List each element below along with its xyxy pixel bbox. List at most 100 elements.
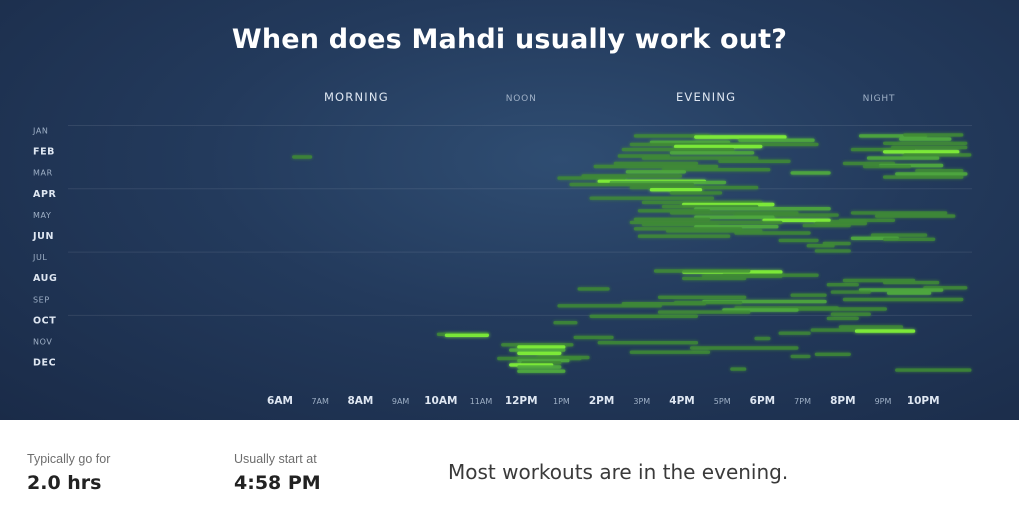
x-tick-label: 6AM bbox=[267, 395, 293, 407]
month-label: APR bbox=[33, 189, 57, 200]
summary-text: Most workouts are in the evening. bbox=[448, 460, 789, 484]
workout-bar bbox=[806, 244, 835, 248]
workout-bar bbox=[738, 138, 815, 142]
workout-bar bbox=[830, 290, 871, 294]
workout-bar bbox=[883, 141, 968, 145]
period-label: NIGHT bbox=[863, 94, 896, 104]
workout-bar bbox=[613, 161, 699, 166]
workout-bar bbox=[734, 231, 811, 235]
chart-panel: When does Mahdi usually work out? MORNIN… bbox=[0, 0, 1019, 420]
workout-bar bbox=[694, 215, 775, 219]
workout-bar bbox=[657, 295, 747, 299]
workout-bar bbox=[790, 293, 827, 297]
workout-bar bbox=[730, 367, 747, 371]
workout-bar bbox=[557, 176, 626, 180]
month-label: AUG bbox=[33, 273, 57, 284]
workout-bar bbox=[895, 368, 972, 372]
x-tick-label: 7PM bbox=[794, 397, 811, 406]
workout-bar bbox=[625, 170, 686, 174]
workout-bar bbox=[573, 335, 614, 340]
workout-bar bbox=[814, 249, 851, 253]
workout-bar bbox=[858, 288, 944, 292]
x-tick-label: 7AM bbox=[311, 397, 329, 406]
month-label: JUL bbox=[32, 253, 47, 262]
workout-bar bbox=[509, 348, 566, 352]
month-labels: JAN FEB MAR APR MAY JUN JUL AUG SEP OCT NOV DEC bbox=[32, 127, 57, 369]
x-tick-label: 1PM bbox=[553, 397, 570, 406]
x-tick-label: 5PM bbox=[714, 397, 731, 406]
workout-bar bbox=[589, 196, 715, 200]
workout-bar bbox=[915, 169, 964, 173]
workout-bar bbox=[903, 133, 964, 137]
workout-bar bbox=[790, 171, 831, 175]
start-time-label: Usually start at bbox=[234, 452, 317, 466]
workout-bar bbox=[669, 151, 755, 155]
workout-bar bbox=[517, 351, 562, 355]
workout-bar bbox=[557, 304, 662, 308]
workout-bar bbox=[866, 156, 940, 160]
workout-bar bbox=[826, 283, 859, 287]
workout-bar bbox=[899, 137, 952, 141]
workout-bar bbox=[569, 182, 694, 187]
month-label: SEP bbox=[33, 295, 50, 304]
workout-bars bbox=[292, 133, 972, 373]
chart-title: When does Mahdi usually work out? bbox=[231, 24, 788, 55]
x-tick-label: 3PM bbox=[633, 397, 650, 406]
workout-bar bbox=[883, 150, 960, 154]
workout-bar bbox=[444, 333, 489, 337]
workout-bar bbox=[517, 365, 562, 369]
period-labels: MORNING NOON EVENING NIGHT bbox=[324, 90, 895, 104]
workout-bar bbox=[887, 291, 932, 295]
workout-bar bbox=[754, 336, 771, 341]
period-label: NOON bbox=[506, 94, 537, 104]
workout-bar bbox=[802, 223, 851, 228]
workout-bar bbox=[553, 321, 578, 325]
x-tick-label: 8AM bbox=[347, 395, 373, 407]
x-tick-label: 2PM bbox=[589, 395, 614, 407]
workout-bar bbox=[883, 280, 940, 285]
workout-bar bbox=[637, 234, 731, 238]
x-tick-label: 9AM bbox=[392, 397, 410, 406]
workout-bar bbox=[778, 307, 887, 311]
workout-bar bbox=[517, 369, 566, 373]
workout-bar bbox=[810, 328, 855, 332]
month-label: MAY bbox=[33, 211, 51, 220]
workout-bar bbox=[641, 156, 759, 160]
workout-bar bbox=[292, 155, 313, 159]
workout-bar bbox=[517, 345, 566, 349]
workout-bar bbox=[653, 269, 751, 273]
workout-bar bbox=[589, 314, 698, 318]
x-tick-label: 10PM bbox=[907, 395, 940, 407]
month-label: DEC bbox=[33, 358, 56, 369]
workout-bar bbox=[674, 144, 763, 149]
workout-bar bbox=[875, 214, 956, 218]
x-tick-label: 10AM bbox=[424, 395, 457, 407]
workout-bar bbox=[657, 310, 751, 314]
workout-bar bbox=[690, 346, 799, 350]
workout-bar bbox=[778, 331, 811, 335]
workout-bar bbox=[842, 297, 964, 302]
x-tick-label: 11AM bbox=[470, 397, 493, 406]
month-label: OCT bbox=[33, 315, 56, 326]
workout-bar bbox=[682, 276, 747, 281]
x-tick-label: 6PM bbox=[750, 395, 775, 407]
workout-bar bbox=[649, 188, 703, 192]
workout-bar bbox=[838, 218, 896, 222]
workout-bar bbox=[669, 191, 723, 195]
month-label: JAN bbox=[32, 127, 48, 136]
workout-bar bbox=[694, 135, 787, 139]
workout-bar bbox=[593, 164, 719, 169]
workout-timeline-chart: MORNING NOON EVENING NIGHT JANFEBMARAPRMAYJ… bbox=[32, 90, 972, 407]
workout-bar bbox=[629, 350, 711, 354]
stats-bar: Typically go for 2.0 hrs Usually start a… bbox=[0, 420, 1019, 527]
start-time-value: 4:58 PM bbox=[234, 472, 321, 494]
month-label: JUN bbox=[32, 231, 54, 242]
workout-bar bbox=[814, 352, 851, 356]
workout-bar bbox=[790, 354, 811, 359]
workout-bar bbox=[895, 172, 968, 176]
workout-bar bbox=[903, 153, 972, 157]
workout-bar bbox=[621, 147, 735, 152]
x-tick-labels: 6AM 7AM 8AM 9AM 10AM 11AM 12PM 1PM 2PM 3PM 4PM 5PM 6… bbox=[267, 395, 940, 407]
workout-bar bbox=[633, 134, 711, 138]
period-label: MORNING bbox=[324, 90, 389, 104]
